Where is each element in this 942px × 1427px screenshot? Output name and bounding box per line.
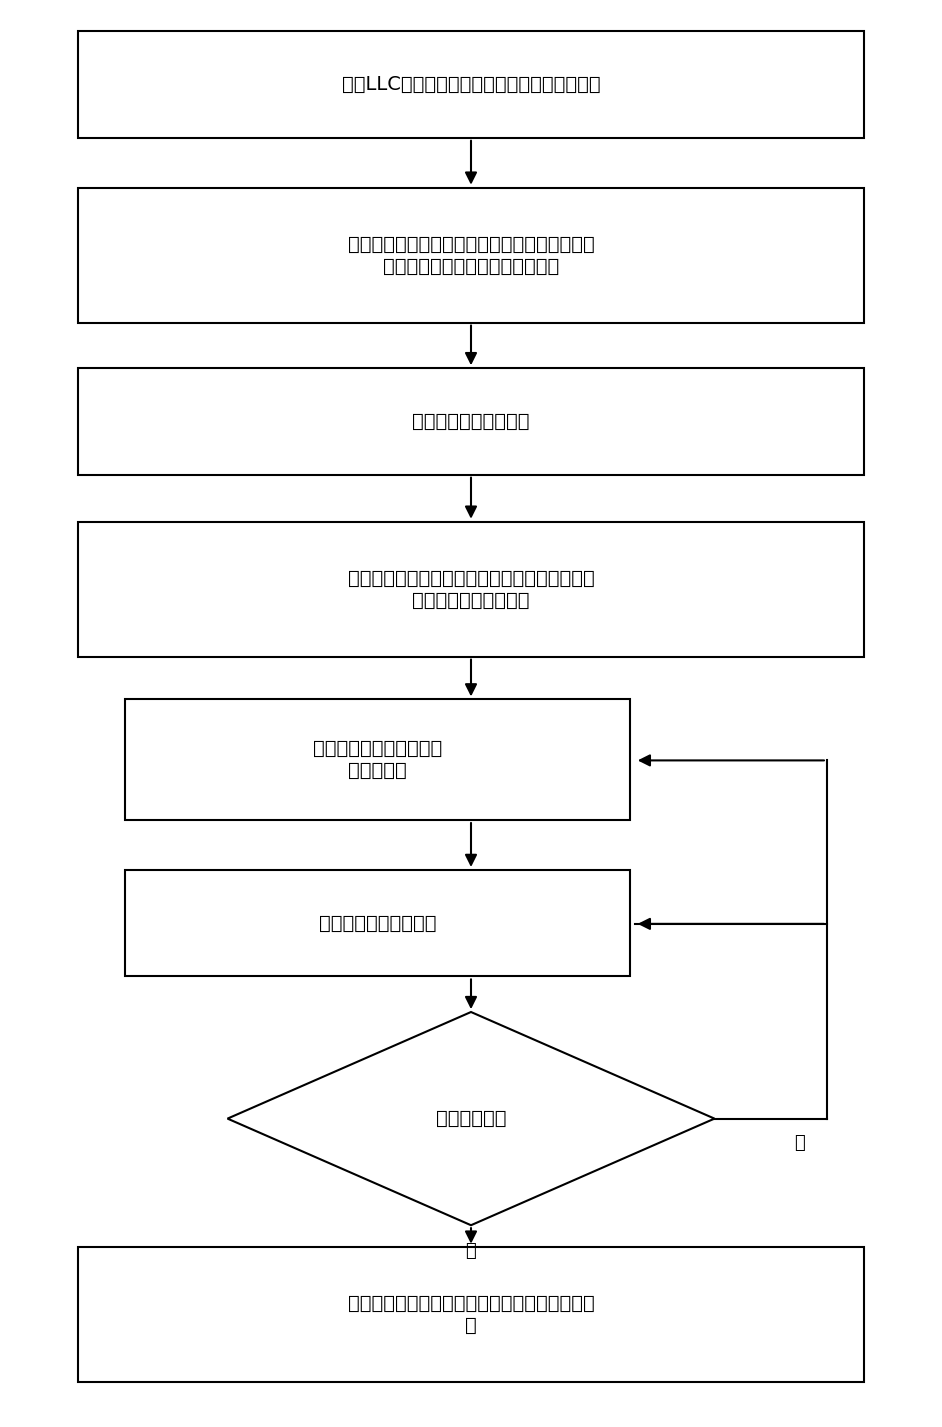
Text: 改变变压器气隙，使其励磁电感等于最优励磁电
感: 改变变压器气隙，使其励磁电感等于最优励磁电 感: [348, 1293, 594, 1334]
Text: 推导导通损耗与死区时间的关系，得出导通损耗
最小时的最优死区时间: 推导导通损耗与死区时间的关系，得出导通损耗 最小时的最优死区时间: [348, 568, 594, 609]
FancyBboxPatch shape: [77, 522, 865, 656]
Text: 根据最优死区时间确定最
优励磁电感: 根据最优死区时间确定最 优励磁电感: [313, 739, 442, 781]
Polygon shape: [228, 1012, 714, 1226]
Text: 满足增益条件: 满足增益条件: [436, 1109, 506, 1129]
Text: 测量变压器的寄生电容: 测量变压器的寄生电容: [413, 412, 529, 431]
Text: 确定变压器的原边匝数、副边匝数、绕组结构和
磁芯形状，并初步设计一个变压器: 确定变压器的原边匝数、副边匝数、绕组结构和 磁芯形状，并初步设计一个变压器: [348, 234, 594, 275]
Text: 根据LLC谐振变换器的设计指标确定变压器变比: 根据LLC谐振变换器的设计指标确定变压器变比: [342, 76, 600, 94]
Text: 选取电感比和品质因数: 选取电感比和品质因数: [318, 913, 436, 933]
Text: 是: 是: [465, 1243, 477, 1260]
FancyBboxPatch shape: [124, 870, 630, 976]
Text: 否: 否: [794, 1134, 804, 1152]
FancyBboxPatch shape: [77, 31, 865, 138]
FancyBboxPatch shape: [124, 699, 630, 821]
FancyBboxPatch shape: [77, 1247, 865, 1381]
FancyBboxPatch shape: [77, 368, 865, 475]
FancyBboxPatch shape: [77, 187, 865, 323]
